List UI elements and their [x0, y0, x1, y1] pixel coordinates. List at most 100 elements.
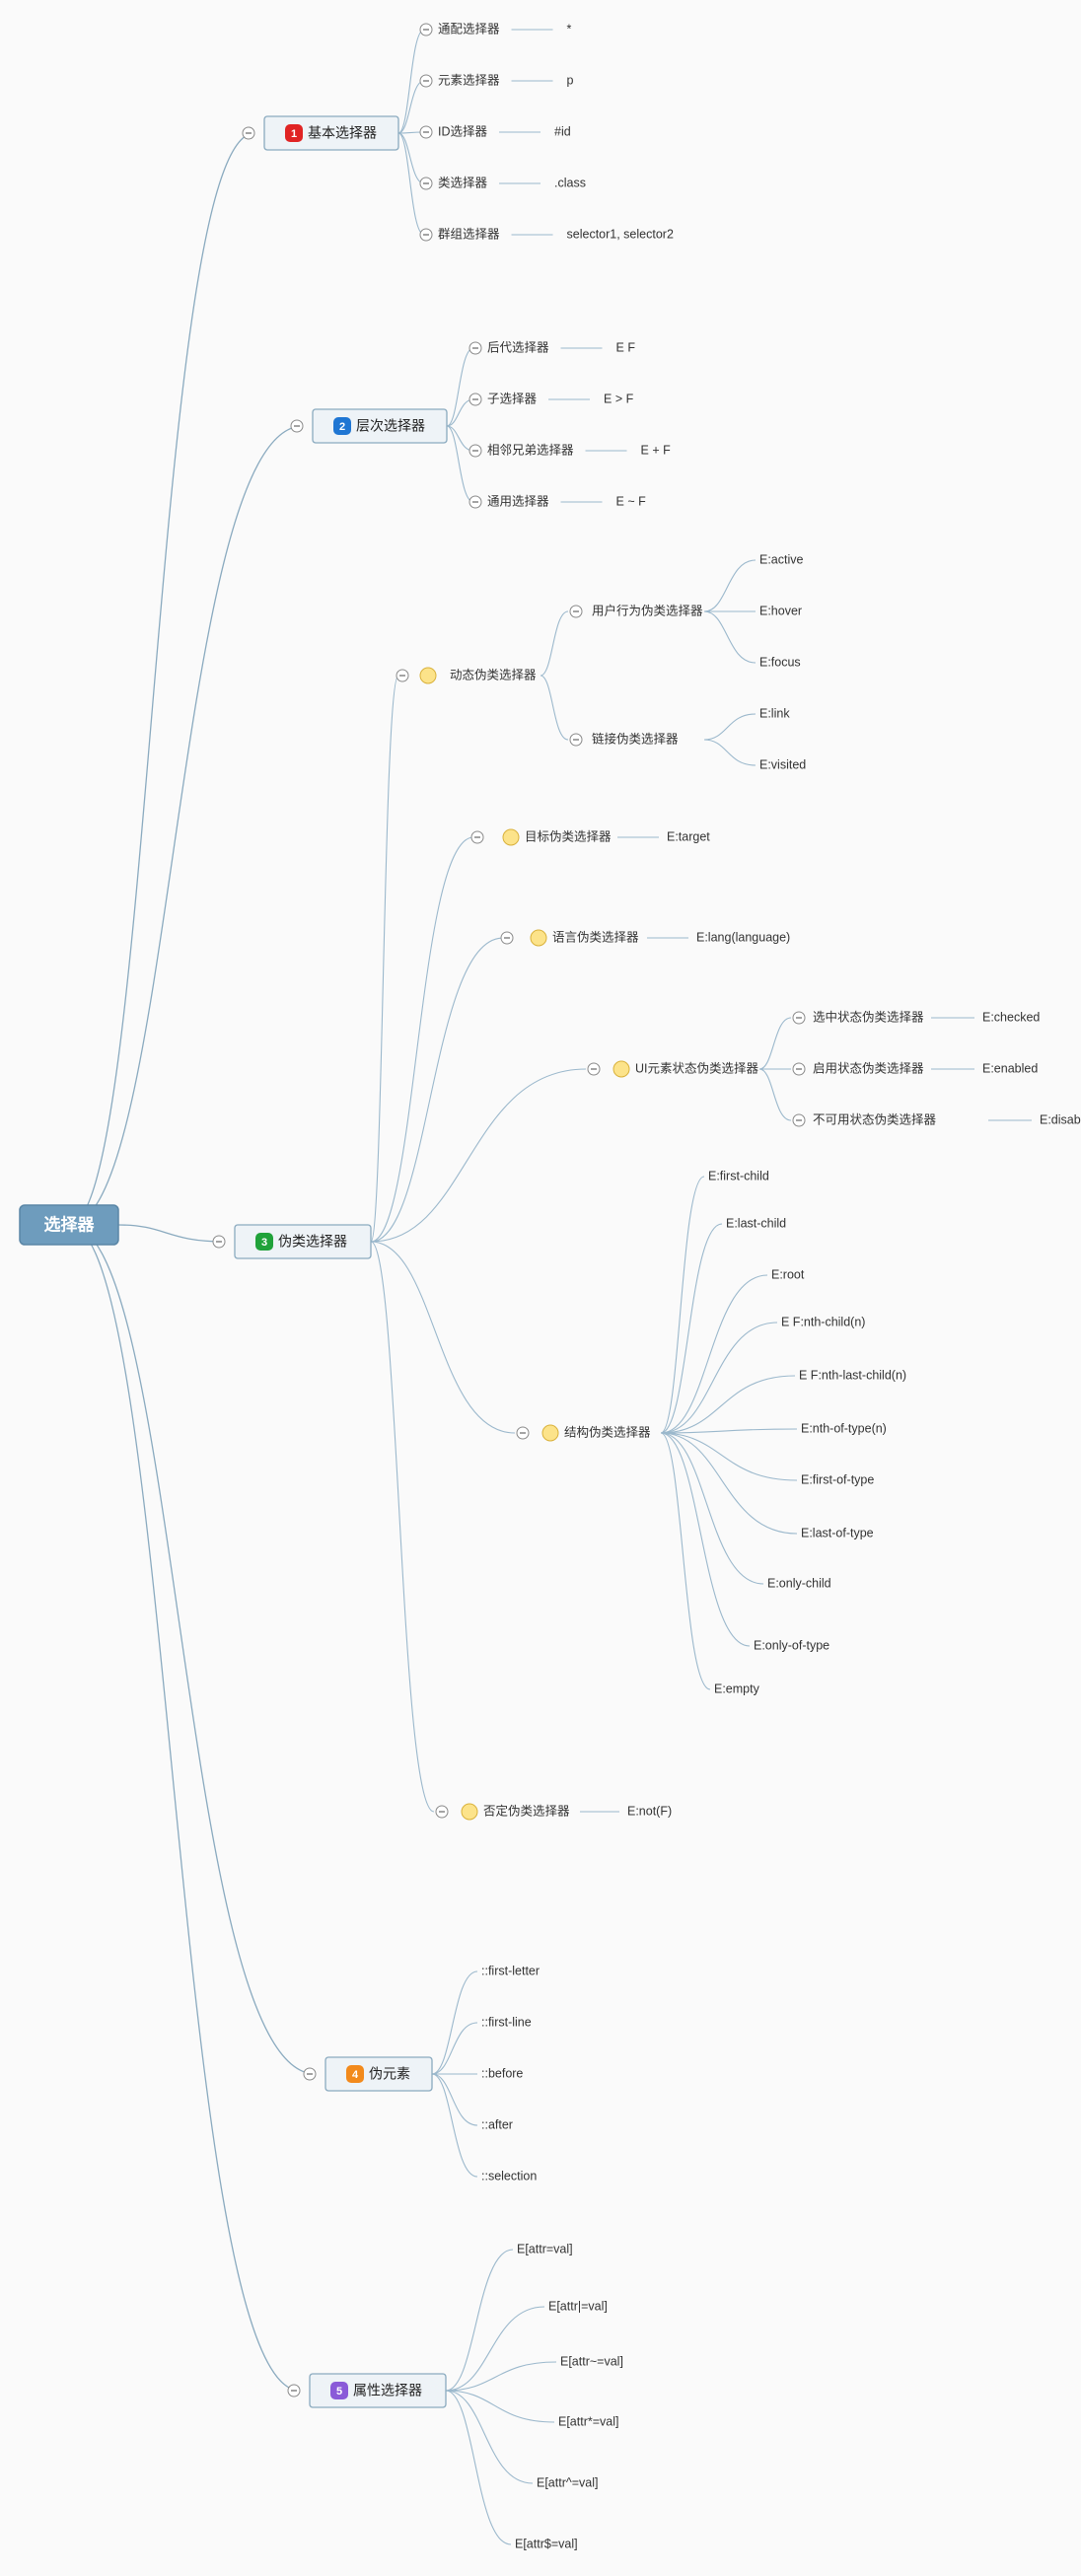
bulb-marker-icon: [419, 667, 437, 684]
badge-number: 2: [339, 421, 345, 433]
collapse-toggle-icon[interactable]: [500, 931, 514, 945]
leaf-label: E:focus: [759, 655, 801, 669]
collapse-toggle-icon[interactable]: [419, 23, 433, 36]
collapse-toggle-icon[interactable]: [303, 2067, 317, 2081]
child-label: UI元素状态伪类选择器: [635, 1061, 759, 1075]
leaf-label: ::before: [481, 2066, 523, 2080]
child-label: 群组选择器: [438, 227, 500, 241]
collapse-toggle-icon[interactable]: [516, 1426, 530, 1440]
leaf-branch-line: [660, 1428, 798, 1434]
collapse-toggle-icon[interactable]: [435, 1805, 449, 1819]
child-branch-line: [446, 347, 474, 427]
topic-label: 层次选择器: [356, 418, 425, 434]
leaf-label: E[attr|=val]: [548, 2299, 608, 2313]
leaf-label: ::selection: [481, 2169, 537, 2182]
leaf-branch-line: [445, 2390, 512, 2545]
leaf-branch-line: [431, 1970, 478, 2075]
bulb-marker-icon: [613, 1060, 630, 1078]
leaf-branch-line: [703, 713, 757, 741]
root-node[interactable]: [19, 1204, 119, 1246]
priority-badge-icon: 5: [330, 2382, 348, 2399]
child-branch-line: [446, 425, 474, 503]
leaf-label: E[attr~=val]: [560, 2354, 623, 2368]
collapse-toggle-icon[interactable]: [569, 733, 583, 747]
badge-number: 4: [352, 2069, 359, 2081]
child-label: 后代选择器: [487, 340, 549, 354]
priority-badge-icon: 4: [346, 2065, 364, 2083]
collapse-toggle-icon[interactable]: [212, 1235, 226, 1249]
leaf-label: E:hover: [759, 604, 802, 617]
collapse-toggle-icon[interactable]: [419, 74, 433, 88]
collapse-toggle-icon[interactable]: [792, 1113, 806, 1127]
group-branch-line: [540, 675, 569, 741]
leaf-label: E:nth-of-type(n): [801, 1421, 887, 1435]
leaf-label: E:last-of-type: [801, 1526, 874, 1539]
child-branch-line: [397, 80, 425, 134]
bulb-marker-icon: [502, 828, 520, 846]
collapse-toggle-icon[interactable]: [792, 1062, 806, 1076]
child-value: E:not(F): [627, 1804, 672, 1818]
pair-value: E:enabled: [982, 1061, 1038, 1075]
pair-label: 不可用状态伪类选择器: [813, 1112, 937, 1126]
connector-lines: [68, 29, 1032, 2545]
collapse-toggle-icon[interactable]: [290, 419, 304, 433]
collapse-toggle-icon[interactable]: [468, 495, 482, 509]
leaf-branch-line: [445, 2390, 534, 2484]
child-label: 类选择器: [438, 176, 488, 189]
child-label: 动态伪类选择器: [450, 668, 537, 681]
collapse-toggle-icon[interactable]: [468, 444, 482, 458]
leaf-label: E:first-child: [708, 1169, 769, 1182]
child-label: 目标伪类选择器: [525, 829, 612, 843]
child-value: E ~ F: [616, 494, 647, 508]
collapse-toggle-icon[interactable]: [419, 177, 433, 190]
collapse-toggle-icon[interactable]: [287, 2384, 301, 2397]
leaf-branch-line: [445, 2249, 514, 2392]
collapse-toggle-icon[interactable]: [569, 605, 583, 618]
leaf-branch-line: [660, 1274, 768, 1434]
collapse-toggle-icon[interactable]: [792, 1011, 806, 1025]
badge-number: 3: [261, 1237, 267, 1249]
root-branch-line: [68, 425, 304, 1226]
pair-label: 选中状态伪类选择器: [813, 1009, 924, 1024]
collapse-toggle-icon[interactable]: [242, 126, 255, 140]
child-branch-line: [370, 1241, 516, 1434]
leaf-label: E:first-of-type: [801, 1472, 874, 1486]
root-branch-line: [68, 1224, 301, 2392]
child-value: p: [567, 73, 574, 87]
child-value: *: [567, 22, 572, 36]
collapse-toggle-icon[interactable]: [470, 830, 484, 844]
priority-badge-icon: 2: [333, 417, 351, 435]
collapse-toggle-icon[interactable]: [587, 1062, 601, 1076]
leaf-branch-line: [431, 2073, 478, 2126]
leaf-label: E[attr*=val]: [558, 2414, 619, 2428]
leaf-label: E[attr^=val]: [537, 2475, 599, 2489]
topic-label: 伪类选择器: [278, 1234, 347, 1250]
collapse-toggle-icon[interactable]: [419, 125, 433, 139]
root-branch-line: [117, 1224, 226, 1243]
bulb-marker-icon: [541, 1424, 559, 1442]
pair-label: 启用状态伪类选择器: [813, 1061, 924, 1075]
leaf-label: E:link: [759, 706, 790, 720]
collapse-toggle-icon[interactable]: [468, 341, 482, 355]
badge-number: 1: [291, 128, 297, 140]
collapse-toggle-icon[interactable]: [396, 669, 409, 682]
leaf-label: E F:nth-child(n): [781, 1315, 865, 1328]
collapse-toggle-icon[interactable]: [468, 393, 482, 406]
leaf-branch-line: [660, 1432, 711, 1690]
collapse-toggle-icon[interactable]: [419, 228, 433, 242]
leaf-branch-line: [660, 1432, 798, 1535]
leaf-branch-line: [660, 1432, 798, 1481]
bulb-marker-icon: [461, 1803, 478, 1821]
child-label: ID选择器: [438, 124, 488, 138]
child-branch-line: [397, 29, 425, 134]
topic-label: 基本选择器: [308, 125, 377, 141]
bulb-marker-icon: [530, 929, 547, 947]
child-branch-line: [397, 132, 425, 236]
leaf-branch-line: [660, 1432, 751, 1647]
child-branch-line: [370, 1241, 435, 1813]
leaf-branch-line: [660, 1176, 705, 1434]
leaf-label: ::first-letter: [481, 1964, 540, 1977]
leaf-label: E[attr$=val]: [515, 2537, 578, 2550]
leaf-label: ::after: [481, 2117, 513, 2131]
